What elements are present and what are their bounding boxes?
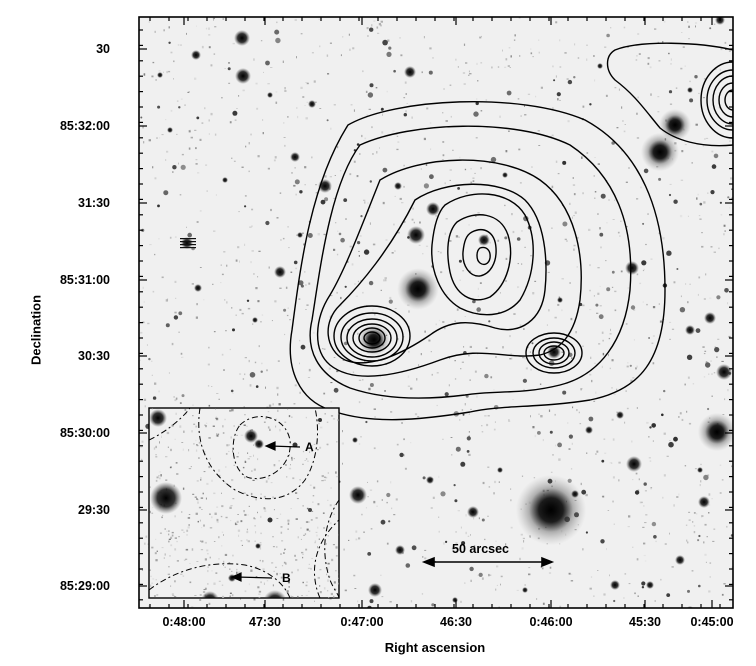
x-tick-label: 0:47:00 bbox=[340, 615, 384, 629]
y-tick-label: 29:30 bbox=[78, 503, 110, 517]
x-tick-label: 0:46:00 bbox=[529, 615, 573, 629]
inset-label-a: A bbox=[305, 440, 314, 454]
x-tick-label: 0:48:00 bbox=[162, 615, 206, 629]
y-tick-label: 30:30 bbox=[78, 349, 110, 363]
inset-panel bbox=[148, 407, 340, 599]
x-axis-label: Right ascension bbox=[384, 640, 486, 655]
xray-contours bbox=[289, 42, 733, 421]
scale-bar-label: 50 arcsec bbox=[452, 542, 510, 556]
y-tick-label: 30 bbox=[96, 42, 110, 56]
star-field bbox=[140, 17, 733, 608]
scale-bar bbox=[421, 556, 555, 568]
x-tick-label: 47:30 bbox=[249, 615, 281, 629]
inset-noise bbox=[149, 408, 339, 598]
y-tick-label: 85:30:00 bbox=[59, 426, 110, 440]
y-tick-label: 85:31:00 bbox=[59, 273, 110, 287]
y-tick-label: 85:32:00 bbox=[59, 119, 110, 133]
y-tick-label: 31:30 bbox=[78, 196, 110, 210]
image-frame bbox=[138, 16, 734, 609]
y-tick-label: 85:29:00 bbox=[59, 579, 110, 593]
x-tick-label: 45:30 bbox=[629, 615, 661, 629]
x-tick-label: 0:45:00 bbox=[690, 615, 734, 629]
inset-label-b: B bbox=[282, 571, 291, 585]
axis-ticks bbox=[139, 17, 733, 608]
x-tick-label: 46:30 bbox=[440, 615, 472, 629]
y-axis-label: Declination bbox=[28, 294, 44, 366]
